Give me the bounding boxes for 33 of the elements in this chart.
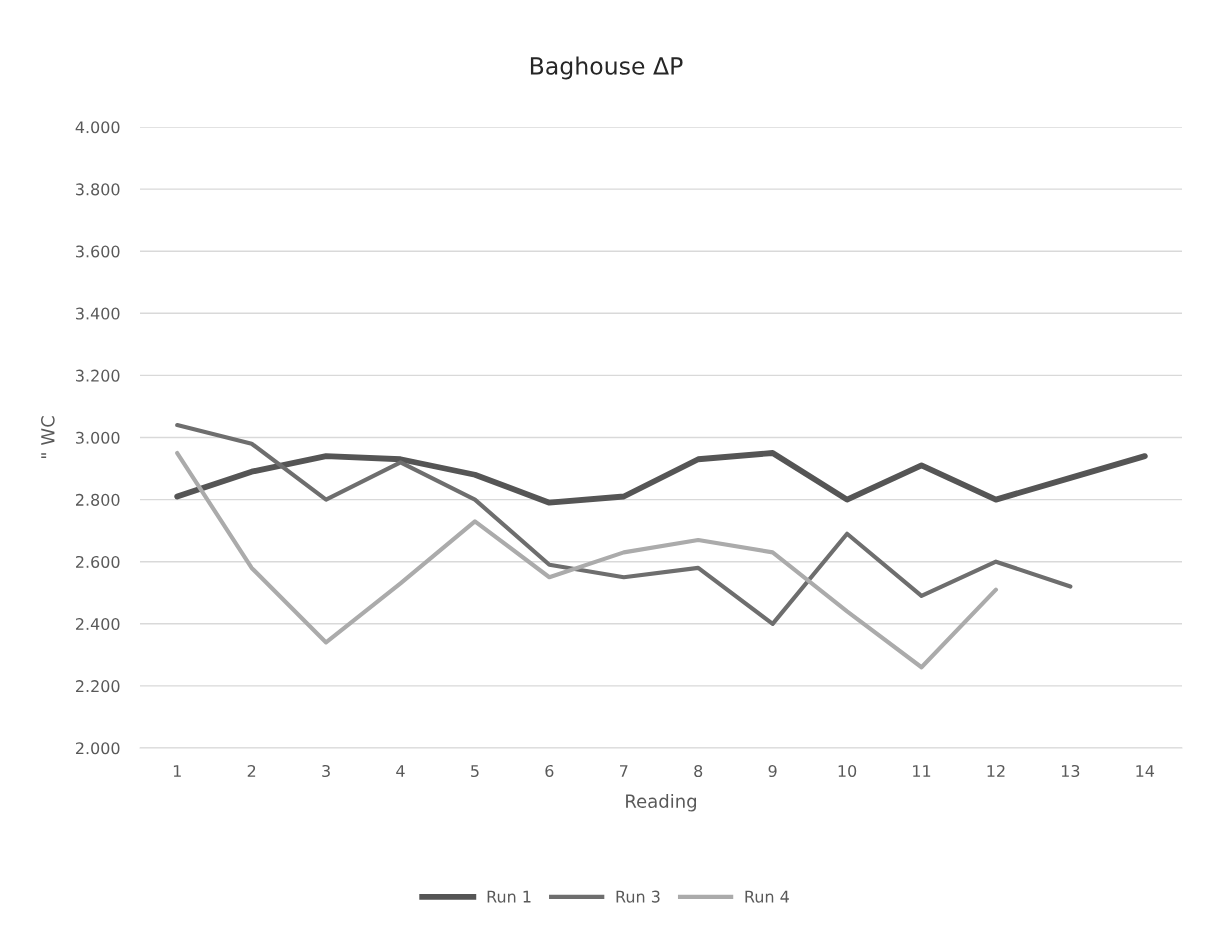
x-tick-label: 7 [620,765,628,777]
x-axis-title: Reading [626,794,696,812]
legend-label: Run 4 [745,890,789,903]
x-tick-label: 3 [322,764,330,778]
y-tick-label: 3.600 [76,245,120,258]
legend-label: Run 3 [616,890,660,903]
y-tick-label: 3.000 [76,431,120,444]
y-tick-label: 3.200 [76,369,120,382]
y-tick-label: 2.000 [76,742,120,755]
y-tick-label: 2.200 [76,680,120,693]
x-tick-label: 9 [768,764,777,778]
line-series [175,450,999,670]
chart-title: Baghouse ΔP [530,56,683,80]
line-series [175,422,1073,626]
x-tick-label: 8 [694,764,703,778]
y-tick-label: 3.400 [76,307,120,320]
x-tick-label: 10 [838,764,857,778]
y-tick-label: 2.800 [76,493,120,506]
y-tick-label: 2.400 [76,618,120,631]
x-tick-label: 1 [173,765,181,777]
x-tick-label: 12 [987,764,1005,777]
x-tick-label: 4 [396,765,405,777]
x-tick-label: 2 [247,764,256,777]
x-tick-label: 5 [471,765,479,778]
y-tick-label: 3.800 [76,183,120,196]
x-tick-label: 11 [913,765,931,777]
y-tick-label: 4.000 [75,121,120,134]
x-tick-label: 6 [545,764,554,778]
x-tick-label: 13 [1061,764,1080,778]
y-tick-label: 2.600 [76,555,120,568]
x-tick-label: 14 [1136,765,1155,777]
legend-label: Run 1 [487,890,531,903]
y-axis-title: " WC [41,416,55,459]
